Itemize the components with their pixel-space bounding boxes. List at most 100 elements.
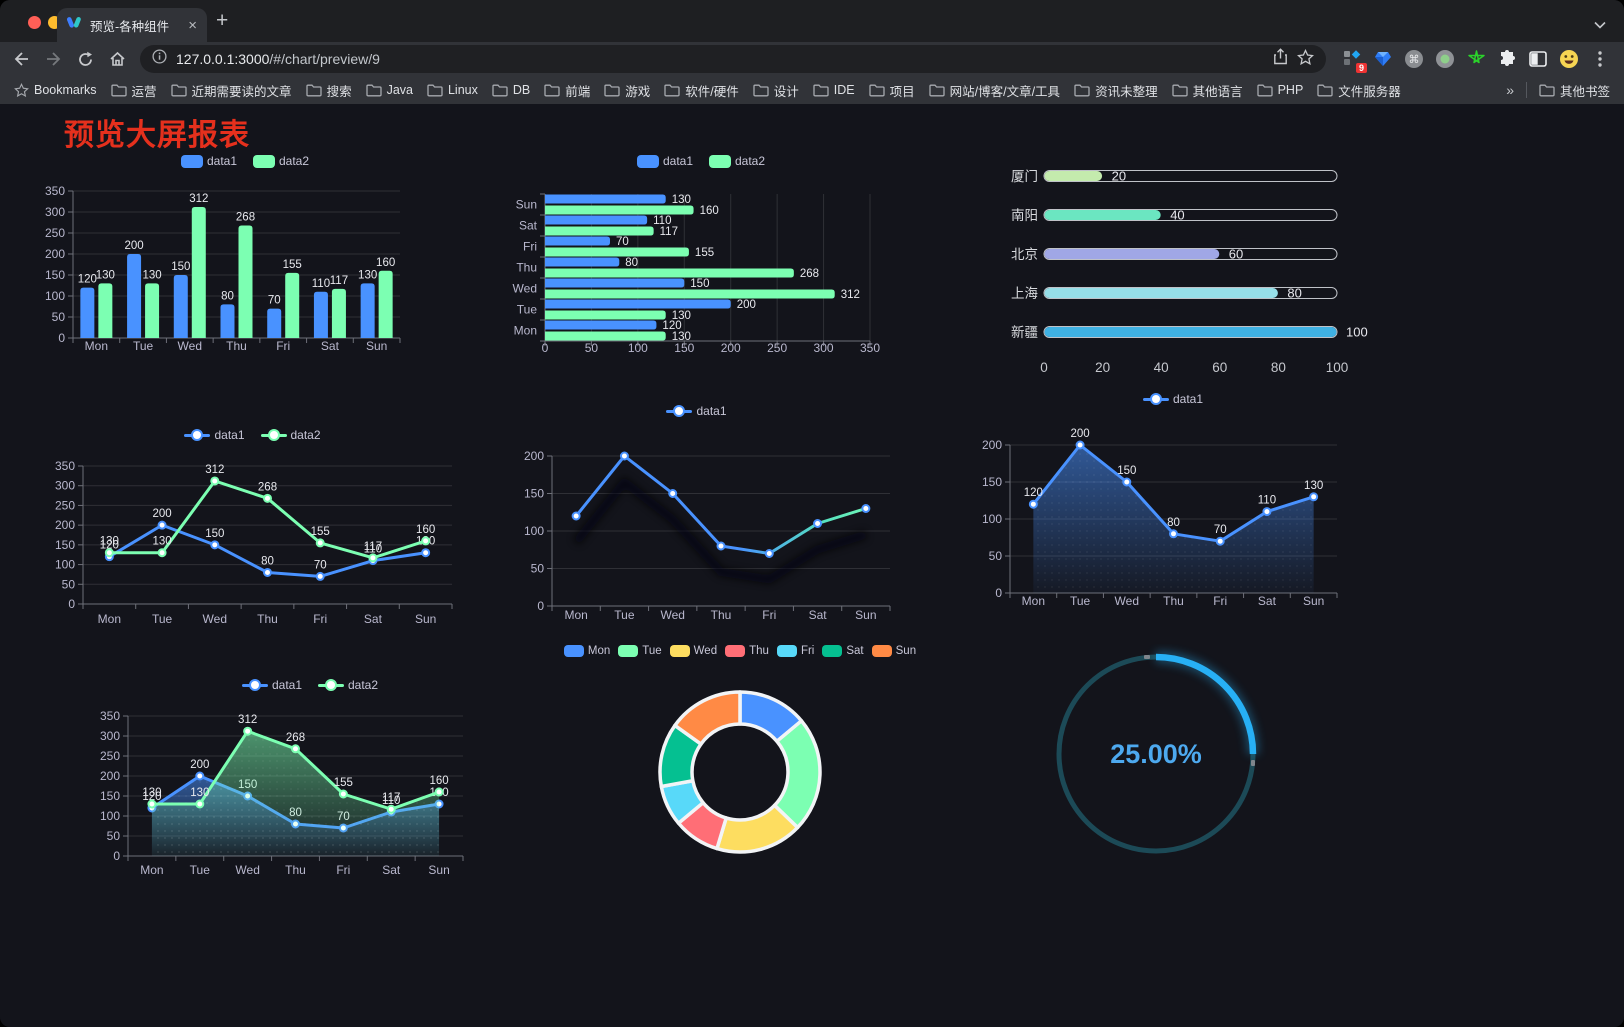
bookmark-folder-label: 其他语言: [1192, 84, 1243, 99]
bookmark-folder[interactable]: 其他语言: [1171, 81, 1243, 100]
extension-puzzle-icon[interactable]: [1497, 49, 1517, 69]
svg-text:150: 150: [100, 789, 120, 803]
bookmarks-manager[interactable]: Bookmarks: [14, 83, 97, 97]
svg-text:Sat: Sat: [1258, 594, 1277, 608]
legend-item[interactable]: data1: [184, 428, 245, 442]
legend-item[interactable]: data1: [241, 678, 302, 692]
legend-item[interactable]: data1: [666, 404, 727, 418]
extension-emoji-icon[interactable]: [1559, 49, 1579, 69]
legend-item[interactable]: Fri: [776, 645, 814, 657]
legend-item[interactable]: data2: [260, 428, 321, 442]
chart-panel-horizontal-bar[interactable]: data1 data2 0 50 100 150 200 250 300 350 Sun 130 160…: [505, 150, 897, 368]
chart-panel-doughnut[interactable]: Mon Tue Wed Thu Fri Sat Sun: [544, 640, 936, 892]
close-window-button[interactable]: [28, 16, 41, 29]
other-bookmarks-folder[interactable]: 其他书签: [1539, 81, 1610, 100]
chart-panel-progress-bars[interactable]: 厦门 20 南阳 40 北京 60 上海 80 新疆 100 0 20 40 60 80 100: [992, 156, 1372, 391]
chart-panel-grouped-bar[interactable]: data1 data2 0 50 100 150 200 250 300 350 Mon Tue Wed…: [38, 150, 452, 364]
bookmarks-overflow-chevron[interactable]: »: [1506, 82, 1514, 98]
svg-text:100: 100: [982, 512, 1002, 526]
forward-button[interactable]: [40, 46, 66, 72]
svg-text:350: 350: [860, 341, 880, 355]
bookmark-folder[interactable]: 游戏: [604, 81, 650, 100]
legend-item[interactable]: data2: [253, 154, 309, 168]
legend-item[interactable]: Mon: [563, 645, 610, 657]
legend-item[interactable]: Tue: [618, 645, 662, 657]
chart-line-area-two-svg: 0 50 100 150 200 250 300 350 Mon Tue Wed Thu Fri Sat S…: [100, 709, 464, 877]
browser-tab[interactable]: 预览-各种组件 ×: [57, 8, 207, 42]
svg-text:130: 130: [358, 269, 377, 281]
svg-text:200: 200: [152, 508, 171, 520]
chart-panel-area-line-two[interactable]: data1 data2 0 50 100 150 200 250 300 350 Mon Tue Wed…: [100, 674, 520, 894]
address-bar[interactable]: 127.0.0.1:3000/#/chart/preview/9: [140, 45, 1326, 73]
bookmark-folder[interactable]: 网站/博客/文章/工具: [928, 81, 1060, 100]
extension-dot-icon[interactable]: [1435, 49, 1455, 69]
reload-button[interactable]: [72, 46, 98, 72]
legend-item[interactable]: Thu: [725, 645, 769, 657]
browser-menu-icon[interactable]: [1590, 49, 1610, 69]
bookmark-folder-label: DB: [512, 83, 531, 97]
chart-panel-area-line[interactable]: data1 0 50 100 150 200 Mon Tue Wed Thu Fri Sat Sun 12…: [980, 388, 1366, 610]
new-tab-button[interactable]: +: [216, 9, 229, 32]
folder-icon: [170, 84, 187, 96]
home-button[interactable]: [104, 46, 130, 72]
other-bookmarks-label: 其他书签: [1559, 84, 1610, 99]
svg-text:300: 300: [45, 205, 65, 219]
bookmark-folder[interactable]: DB: [492, 83, 530, 97]
legend-label: data1: [696, 404, 727, 418]
bookmark-star-icon[interactable]: [1297, 48, 1314, 70]
extension-sidepanel-icon[interactable]: [1528, 49, 1548, 69]
svg-text:Mon: Mon: [514, 324, 537, 338]
extension-star-icon[interactable]: [1466, 49, 1486, 69]
legend-item[interactable]: data1: [636, 154, 693, 168]
chart-panel-line-two-series[interactable]: data1 data2 0 50 100 150 200 250 300 350 Mon Tue Wed…: [45, 424, 460, 638]
back-button[interactable]: [8, 46, 34, 72]
bookmark-folder[interactable]: PHP: [1256, 83, 1303, 97]
legend-item[interactable]: Wed: [669, 645, 717, 657]
bookmark-folder[interactable]: IDE: [813, 83, 855, 97]
bookmark-folder[interactable]: 设计: [753, 81, 799, 100]
tab-close-icon[interactable]: ×: [188, 16, 197, 34]
bookmark-folder[interactable]: 近期需要读的文章: [170, 81, 292, 100]
site-info-icon[interactable]: [152, 49, 167, 69]
chart-panel-gauge[interactable]: 25.00%: [1048, 644, 1268, 866]
bookmark-folder[interactable]: Java: [365, 83, 413, 97]
extension-gem-icon[interactable]: [1373, 49, 1393, 69]
bookmark-folder-label: 项目: [889, 84, 915, 99]
legend-item[interactable]: data2: [709, 154, 765, 168]
svg-text:150: 150: [674, 341, 694, 355]
legend-item[interactable]: Sat: [822, 645, 864, 657]
svg-text:300: 300: [55, 479, 75, 493]
bookmark-folder[interactable]: 前端: [544, 81, 590, 100]
bookmark-folder[interactable]: 软件/硬件: [664, 81, 739, 100]
folder-icon: [305, 84, 322, 96]
svg-text:0: 0: [995, 586, 1002, 600]
svg-text:Sun: Sun: [415, 612, 436, 626]
folder-icon: [544, 84, 560, 96]
chart-panel-gradient-line[interactable]: data1 0 50 100 150 200 Mon Tue Wed Thu Fri Sat Sun: [498, 400, 895, 624]
legend-label: Tue: [642, 645, 662, 657]
bookmark-folder[interactable]: 搜索: [305, 81, 352, 100]
extension-command-icon[interactable]: ⌘: [1404, 49, 1424, 69]
legend-item[interactable]: data1: [180, 154, 237, 168]
svg-text:200: 200: [1070, 428, 1089, 440]
bookmark-folder[interactable]: 项目: [868, 81, 915, 100]
svg-text:Tue: Tue: [1070, 594, 1091, 608]
share-icon[interactable]: [1273, 48, 1288, 70]
legend-item[interactable]: data1: [1142, 392, 1203, 406]
bookmark-folder[interactable]: Linux: [427, 83, 478, 97]
bookmark-folder[interactable]: 文件服务器: [1317, 81, 1401, 100]
svg-text:250: 250: [767, 341, 787, 355]
svg-text:Tue: Tue: [133, 339, 154, 353]
extension-grid-icon[interactable]: 9: [1342, 49, 1367, 73]
tab-search-chevron-icon[interactable]: [1594, 16, 1606, 34]
bookmark-folder[interactable]: 运营: [110, 81, 157, 100]
svg-text:110: 110: [312, 278, 330, 290]
svg-text:Sun: Sun: [366, 339, 387, 353]
legend-item[interactable]: data2: [318, 678, 378, 692]
bookmark-folders: 运营 近期需要读的文章 搜索 Java Linux DB 前端 游戏 软件/硬件 设计 IDE 项目 网…: [110, 81, 1401, 100]
url-text[interactable]: 127.0.0.1:3000/#/chart/preview/9: [176, 51, 1264, 67]
legend-item[interactable]: Sun: [871, 645, 916, 657]
svg-text:312: 312: [841, 289, 860, 301]
svg-text:130: 130: [190, 787, 209, 799]
bookmark-folder[interactable]: 资讯未整理: [1074, 81, 1158, 100]
